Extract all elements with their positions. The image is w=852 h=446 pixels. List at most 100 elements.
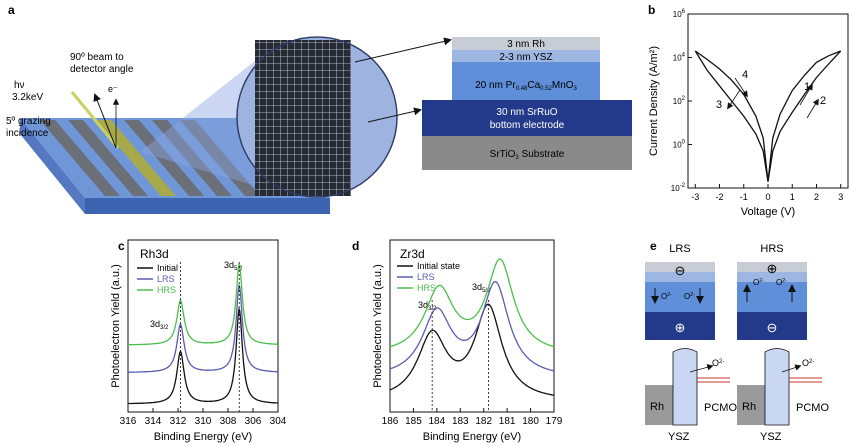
d-xtick-label: 183 — [452, 416, 469, 427]
b-ytick-label: 104 — [673, 53, 686, 63]
beam-energy-label-1: hν — [14, 80, 25, 91]
sweep-arrow-3 — [727, 89, 741, 110]
zr3d-curve-2 — [389, 281, 555, 372]
beam-energy-label-2: 3.2keV — [12, 92, 43, 103]
panel-d-element: Zr3d — [400, 247, 425, 261]
c-xtick-label: 308 — [220, 416, 237, 427]
rh3d-curve-initial — [128, 307, 278, 405]
panel-b-ylabel: Current Density (A/m²) — [648, 46, 660, 156]
b-xtick-label: 0 — [765, 192, 770, 202]
panel-c: c Rh3d Initial LRS HRS 3d3/2 3d5/2 316 31… — [110, 239, 287, 443]
c-xtick-label: 306 — [245, 416, 262, 427]
panel-b-curves — [694, 50, 842, 182]
lrs-band-diagram: Rh O2- PCMO YSZ — [645, 348, 737, 443]
band-ysz-hrs: YSZ — [760, 431, 782, 443]
rh3d-curve-hrs — [128, 262, 279, 346]
electron-path — [93, 93, 117, 149]
c-xtick-label: 304 — [270, 416, 287, 427]
svg-text:O2-: O2- — [712, 358, 724, 368]
sweep-label-1: 1 — [804, 81, 810, 93]
svg-text:O2-: O2- — [802, 358, 814, 368]
sweep-arrow-1 — [799, 83, 813, 106]
sample-slab-front — [85, 198, 330, 214]
b-xtick-label: -2 — [716, 192, 724, 202]
lrs-stack: ⊖ ⊕ O2- O2- — [645, 262, 715, 340]
panel-c-axes: 316 314 312 310 308 306 304 — [120, 408, 287, 427]
c-xtick-label: 312 — [170, 416, 187, 427]
panel-a: a hν 3.2keV 90º beam to detector angle e… — [6, 3, 632, 214]
b-ytick-label: 106 — [673, 9, 686, 19]
panel-c-xlabel: Binding Energy (eV) — [154, 431, 252, 443]
c-xtick-label: 310 — [195, 416, 212, 427]
panel-d-letter: d — [352, 239, 359, 253]
legend-hrs-d: HRS — [417, 283, 436, 293]
hrs-band-diagram: Rh O2- PCMO YSZ — [737, 348, 829, 443]
layer-substrate-label: SrTiO3 Substrate — [490, 149, 565, 161]
panel-d-xlabel: Binding Energy (eV) — [423, 431, 521, 443]
layer-ysz-label: 2-3 nm YSZ — [499, 52, 552, 63]
layer-substrate — [422, 136, 632, 170]
layer-pcmo-label: 20 nm Pr0.48Ca0.52MnO3 — [475, 80, 577, 92]
layer-rh-label: 3 nm Rh — [507, 39, 545, 50]
grazing-label-2: incidence — [6, 128, 49, 139]
svg-text:O2-: O2- — [684, 292, 695, 301]
d-xtick-label: 184 — [429, 416, 446, 427]
svg-text:Rh: Rh — [650, 401, 664, 413]
legend-initial: Initial — [157, 263, 178, 273]
hrs-bottom-charge: ⊖ — [767, 320, 778, 335]
iv-curve-2 — [694, 50, 842, 182]
pointer-top — [354, 37, 452, 63]
pointer-bottom — [367, 107, 422, 123]
panel-c-element: Rh3d — [140, 247, 169, 261]
legend-lrs: LRS — [157, 274, 175, 284]
svg-text:O2-: O2- — [661, 292, 672, 301]
grazing-label-1: 5º grazing — [6, 116, 51, 127]
layer-pcmo — [452, 62, 600, 100]
panel-d: d Zr3d Initial state LRS HRS 3d3/2 3d5/2… — [352, 239, 563, 443]
legend-lrs-d: LRS — [417, 272, 435, 282]
b-xtick-label: 1 — [790, 192, 795, 202]
peak-label-3d32: 3d3/2 — [150, 319, 169, 331]
zr3d-curve-3 — [389, 258, 555, 348]
electron-label: e⁻ — [108, 84, 118, 94]
svg-text:O2-: O2- — [753, 278, 764, 287]
sweep-label-2: 2 — [820, 95, 826, 107]
panel-e-letter: e — [650, 239, 657, 253]
legend-hrs: HRS — [157, 285, 176, 295]
panel-c-ylabel: Photoelectron Yield (a.u.) — [110, 264, 122, 388]
panel-d-ylabel: Photoelectron Yield (a.u.) — [372, 264, 384, 388]
panel-a-letter: a — [8, 3, 15, 17]
d-xtick-label: 181 — [499, 416, 516, 427]
layer-rh — [452, 37, 600, 50]
layer-ysz — [452, 50, 600, 62]
hrs-top-charge: ⊕ — [767, 261, 778, 276]
rh3d-curve-lrs — [128, 283, 278, 373]
c-xtick-label: 316 — [120, 416, 137, 427]
layer-sro — [422, 100, 632, 136]
sample-slab-side — [20, 118, 85, 214]
d-xtick-label: 182 — [475, 416, 492, 427]
sweep-arrow-2 — [806, 98, 819, 119]
panel-c-curves — [128, 262, 279, 412]
band-pcmo-hrs: PCMO — [796, 402, 829, 414]
b-xtick-label: -1 — [740, 192, 748, 202]
panel-c-legend: Initial LRS HRS — [137, 263, 178, 295]
d-xtick-label: 180 — [522, 416, 539, 427]
b-xtick-label: -3 — [691, 192, 699, 202]
panel-b-xlabel: Voltage (V) — [741, 206, 795, 218]
lrs-top-charge: ⊖ — [675, 263, 686, 278]
hrs-stack: ⊕ ⊖ O2- O2- — [737, 261, 807, 340]
zr3d-curve-1 — [389, 303, 555, 396]
electrode-grid — [255, 40, 351, 196]
d-xtick-label: 186 — [382, 416, 399, 427]
sweep-label-4: 4 — [742, 69, 748, 81]
b-ytick-label: 10-2 — [671, 183, 686, 193]
panel-c-letter: c — [118, 239, 125, 253]
d-xtick-label: 179 — [546, 416, 563, 427]
layer-sro-label: 30 nm SrRuO — [496, 107, 557, 118]
b-xtick-label: 3 — [838, 192, 843, 202]
band-ysz-lrs: YSZ — [668, 431, 690, 443]
